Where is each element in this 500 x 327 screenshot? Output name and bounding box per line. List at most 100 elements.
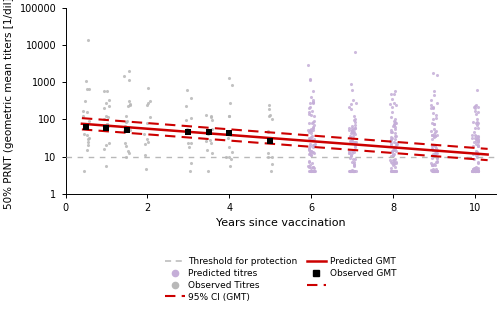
Point [308,128,316,133]
Point [430,148,438,153]
Point [474,125,482,130]
Point [431,169,439,174]
Point [472,167,480,173]
Point [304,120,312,125]
Point [350,120,358,125]
Point [387,169,395,174]
Point [428,143,436,148]
Point [188,141,196,146]
Point [308,160,316,165]
Point [432,169,440,174]
Point [184,130,192,135]
Point [142,166,150,172]
Point [432,169,440,174]
Point [432,148,440,154]
Point [304,164,312,169]
Point [100,106,108,111]
Point [427,97,435,102]
Point [202,112,209,117]
Point [427,167,435,173]
Point [432,153,440,158]
Point [470,108,478,113]
Point [225,145,233,150]
Point [352,139,360,145]
Point [120,73,128,78]
Point [391,146,399,151]
Point [428,133,436,138]
Point [429,169,437,174]
Point [470,119,478,124]
Point [432,150,440,155]
Point [310,142,318,147]
Point [390,162,398,167]
Point [306,128,314,133]
Point [432,145,440,150]
Point [474,160,482,165]
Point [433,148,441,153]
Point [310,165,318,171]
Point [428,163,436,168]
Point [474,138,482,143]
Point [306,169,314,174]
Point [474,151,482,156]
Point [80,131,88,136]
Point [388,143,396,148]
Point [352,101,360,106]
Point [183,87,191,92]
Point [306,164,314,170]
Point [350,169,358,174]
Point [80,121,88,127]
Point [228,83,235,88]
Point [430,169,438,174]
Point [348,124,356,129]
Point [306,77,314,82]
Point [390,101,398,106]
Point [427,161,435,166]
Point [264,150,272,155]
Point [390,160,398,165]
Point [350,144,358,149]
Point [429,166,437,171]
Point [144,85,152,91]
Point [432,160,440,165]
Point [351,125,359,130]
Point [430,126,438,131]
Point [428,146,436,152]
Point [307,148,315,154]
Point [348,129,356,134]
Point [428,155,436,161]
Point [350,127,358,132]
Point [349,130,357,135]
Point [387,127,395,132]
Point [428,162,436,167]
Point [348,169,356,174]
Point [474,121,482,126]
Point [434,100,442,106]
Point [309,164,317,169]
Point [470,140,478,145]
Point [473,122,481,128]
Point [308,130,316,135]
Point [432,128,440,133]
Point [308,100,316,105]
Point [102,122,110,128]
Point [427,128,435,133]
Point [433,72,441,77]
Point [392,130,400,135]
Point [474,104,482,109]
Point [392,120,400,126]
Point [224,113,232,118]
Point [472,102,480,107]
Point [347,169,355,174]
Point [307,149,315,154]
Point [308,169,316,174]
Point [430,92,438,97]
Point [126,150,134,156]
Point [387,134,395,140]
Point [431,133,439,138]
Point [473,149,481,155]
Point [81,99,89,104]
Point [390,160,398,165]
Point [387,169,395,174]
Point [346,139,354,144]
